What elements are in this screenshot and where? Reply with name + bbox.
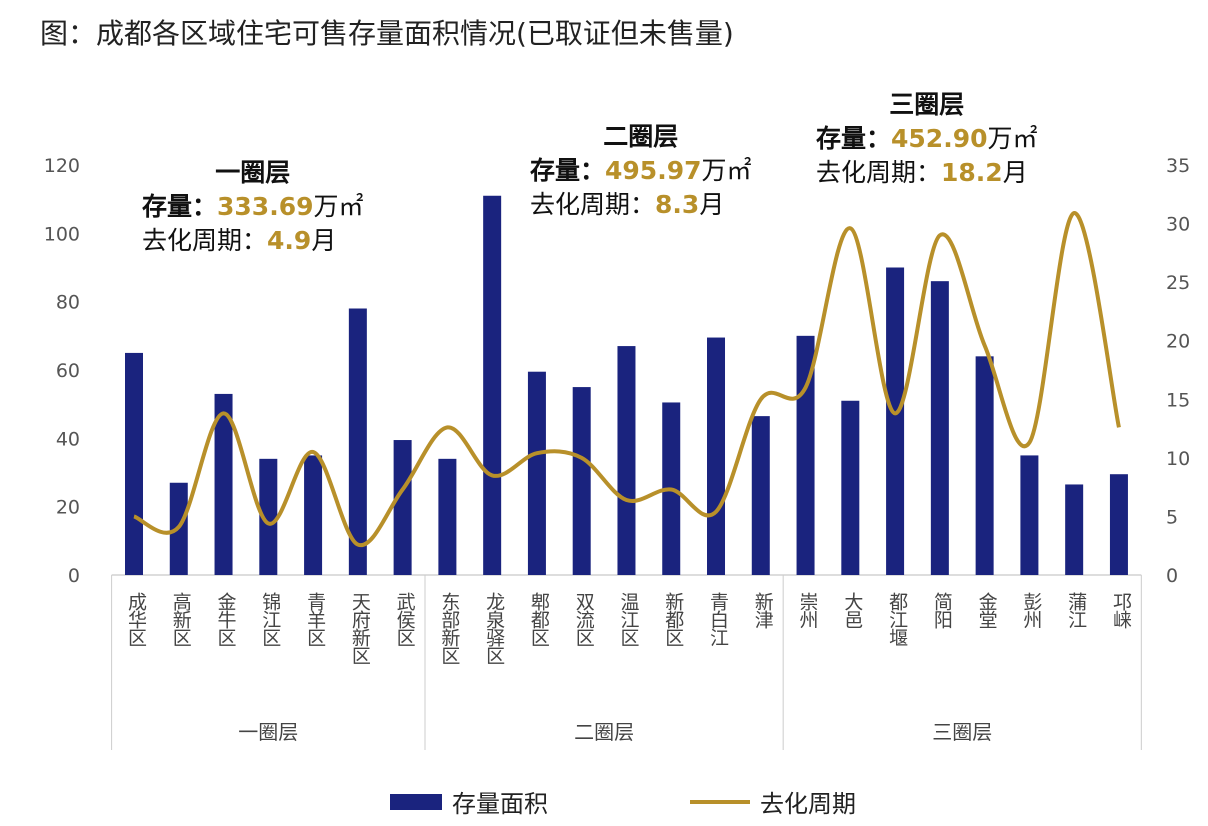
bar-金牛区 — [214, 393, 233, 575]
cycle-label: 去化周期： — [530, 190, 656, 219]
category-label: 武侯区 — [393, 592, 416, 646]
annotation-ring-2: 二圈层 存量：495.97万㎡ 去化周期：8.3月 — [530, 120, 752, 222]
category-label: 都江堰 — [886, 592, 909, 646]
legend-bar-swatch — [390, 793, 442, 810]
bar-东部新区 — [438, 458, 457, 575]
bar-龙泉驿区 — [483, 195, 502, 575]
category-label: 天府新区 — [348, 592, 371, 664]
right-axis-tick: 5 — [1166, 506, 1178, 528]
left-axis-tick: 100 — [44, 223, 80, 245]
category-label: 成华区 — [125, 592, 147, 646]
stock-value: 495.97 — [605, 156, 702, 185]
category-label: 锦江区 — [259, 592, 282, 646]
left-axis-tick: 120 — [44, 155, 80, 177]
bar-大邑 — [841, 400, 860, 575]
category-label: 简阳 — [930, 592, 953, 628]
stock-unit: 万㎡ — [701, 156, 752, 185]
category-label: 高新区 — [169, 592, 192, 646]
legend-item-bar: 存量面积 — [390, 784, 548, 819]
category-label: 东部新区 — [438, 592, 461, 664]
bar-都江堰 — [886, 267, 905, 575]
category-label: 新都区 — [662, 592, 685, 646]
left-axis-tick: 80 — [56, 292, 80, 314]
stock-label: 存量： — [530, 156, 606, 185]
bar-青白江 — [707, 337, 726, 575]
left-axis-tick: 0 — [68, 565, 80, 587]
annotation-ring-3: 三圈层 存量：452.90万㎡ 去化周期：18.2月 — [816, 88, 1038, 190]
group-label: 三圈层 — [932, 720, 993, 744]
legend-line-swatch — [690, 799, 750, 804]
category-label: 大邑 — [841, 592, 864, 628]
cycle-value: 4.9 — [267, 226, 312, 255]
chart-title: 图：成都各区域住宅可售存量面积情况(已取证但未售量) — [40, 17, 734, 50]
bar-武侯区 — [393, 440, 412, 575]
bar-邛崃 — [1109, 474, 1128, 575]
left-axis-tick: 60 — [56, 360, 80, 382]
cycle-value: 18.2 — [941, 158, 1003, 187]
left-axis-tick: 20 — [56, 497, 80, 519]
annotation-ring-1: 一圈层 存量：333.69万㎡ 去化周期：4.9月 — [142, 156, 364, 258]
right-axis-tick: 30 — [1166, 214, 1190, 236]
bar-新津 — [751, 416, 770, 575]
category-label: 龙泉驿区 — [483, 592, 506, 664]
annotation-heading: 一圈层 — [215, 158, 291, 187]
right-axis-tick: 15 — [1166, 389, 1190, 411]
stock-label: 存量： — [816, 124, 892, 153]
bar-天府新区 — [348, 308, 367, 575]
bar-成华区 — [125, 352, 143, 575]
cycle-unit: 月 — [1002, 158, 1028, 187]
cycle-label: 去化周期： — [816, 158, 942, 187]
stock-value: 452.90 — [891, 124, 988, 153]
bar-蒲江 — [1065, 484, 1084, 575]
bar-简阳 — [930, 281, 949, 575]
right-axis-tick: 10 — [1166, 448, 1190, 470]
bar-彭州 — [1020, 455, 1039, 575]
right-axis-tick: 20 — [1166, 331, 1190, 353]
stock-label: 存量： — [142, 192, 218, 221]
category-label: 温江区 — [617, 592, 640, 646]
group-label: 二圈层 — [574, 720, 635, 744]
category-label: 彭州 — [1020, 592, 1043, 628]
right-axis-tick: 0 — [1166, 565, 1178, 587]
stock-unit: 万㎡ — [313, 192, 364, 221]
bar-温江区 — [617, 346, 636, 575]
category-label: 蒲江 — [1065, 592, 1088, 628]
bar-郫都区 — [527, 371, 546, 575]
legend-bar-label: 存量面积 — [452, 790, 548, 818]
bar-青羊区 — [304, 455, 323, 575]
category-label: 青白江 — [707, 592, 729, 646]
legend-item-line: 去化周期 — [690, 784, 856, 819]
category-label: 郫都区 — [527, 592, 550, 646]
legend-line-label: 去化周期 — [760, 790, 856, 818]
bar-锦江区 — [259, 458, 278, 575]
group-label: 一圈层 — [238, 720, 299, 744]
cycle-unit: 月 — [311, 226, 337, 255]
stock-value: 333.69 — [217, 192, 314, 221]
category-label: 崇州 — [796, 592, 819, 628]
right-axis-tick: 35 — [1166, 155, 1190, 177]
category-label: 新津 — [751, 592, 774, 628]
cycle-unit: 月 — [699, 190, 725, 219]
category-label: 金堂 — [975, 592, 998, 628]
category-label: 金牛区 — [214, 592, 237, 646]
cycle-label: 去化周期： — [142, 226, 268, 255]
annotation-heading: 二圈层 — [603, 122, 679, 151]
line-series-去化周期 — [133, 211, 1121, 548]
category-label: 邛崃 — [1109, 592, 1132, 628]
right-axis-tick: 25 — [1166, 272, 1190, 294]
stock-unit: 万㎡ — [987, 124, 1038, 153]
bar-金堂 — [975, 356, 994, 575]
annotation-heading: 三圈层 — [889, 90, 965, 119]
left-axis-tick: 40 — [56, 428, 80, 450]
category-label: 双流区 — [572, 592, 595, 646]
bar-双流区 — [572, 387, 591, 575]
cycle-value: 8.3 — [655, 190, 700, 219]
category-label: 青羊区 — [304, 592, 327, 646]
